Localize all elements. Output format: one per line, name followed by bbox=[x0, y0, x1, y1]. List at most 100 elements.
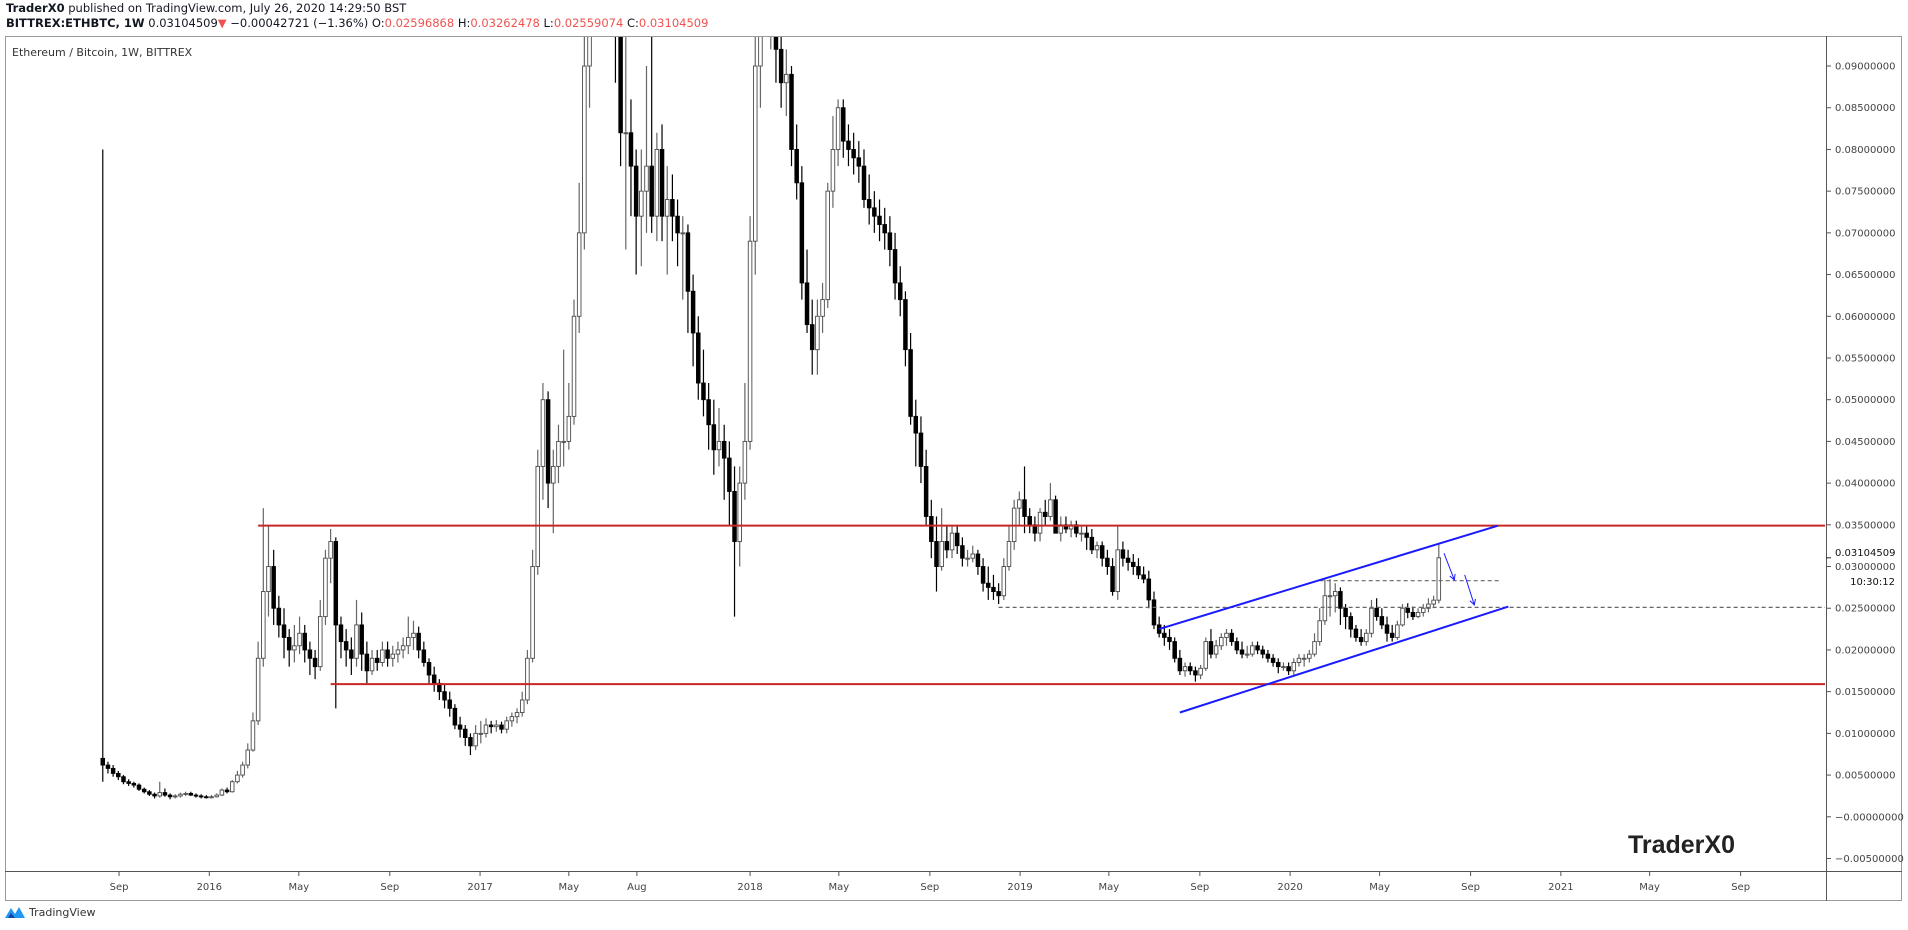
candle-body bbox=[804, 282, 810, 326]
candle-body bbox=[1219, 636, 1224, 647]
time-tick-label: 2018 bbox=[737, 882, 762, 893]
candle-body bbox=[116, 772, 121, 778]
candle-body bbox=[1410, 611, 1416, 618]
chart-frame bbox=[5, 36, 1902, 901]
candle bbox=[1084, 524, 1089, 550]
candle-body bbox=[110, 767, 116, 774]
candle-body bbox=[618, 37, 623, 134]
candle bbox=[954, 524, 960, 555]
candle bbox=[411, 620, 416, 650]
candle bbox=[136, 783, 142, 791]
candle bbox=[116, 770, 121, 781]
candle-body bbox=[343, 641, 349, 651]
candle-body bbox=[1167, 636, 1172, 643]
candle bbox=[245, 743, 251, 769]
candle-body bbox=[614, 0, 618, 24]
candle-body bbox=[1115, 549, 1120, 593]
candle-body bbox=[1037, 511, 1043, 534]
candle bbox=[701, 349, 706, 417]
candle bbox=[473, 725, 478, 751]
candles-layer bbox=[100, 0, 1442, 800]
candle-body bbox=[949, 532, 955, 551]
candle bbox=[913, 399, 919, 467]
candle bbox=[478, 720, 484, 744]
candle bbox=[395, 641, 401, 663]
time-tick-label: May bbox=[1099, 882, 1120, 893]
candle-body bbox=[266, 566, 271, 593]
candle bbox=[944, 524, 950, 559]
price-tick-label: 0.01000000 bbox=[1835, 729, 1895, 740]
candle bbox=[530, 549, 535, 663]
candle bbox=[1343, 604, 1348, 630]
candle bbox=[219, 788, 225, 796]
open-value: 0.02596868 bbox=[384, 16, 455, 30]
candle bbox=[1136, 558, 1141, 580]
time-axis[interactable]: Sep 2016 May Sep 2017 May Aug 2018 May Sep 2019 May… bbox=[110, 871, 1750, 893]
candle bbox=[784, 49, 789, 117]
candle bbox=[235, 770, 240, 784]
candle-body bbox=[1172, 641, 1177, 659]
candle bbox=[571, 299, 577, 425]
candle bbox=[276, 595, 282, 638]
high-label: H: bbox=[457, 16, 471, 30]
price-tick-label: 0.03000000 bbox=[1835, 562, 1895, 573]
candle bbox=[1400, 604, 1405, 627]
candle bbox=[152, 792, 157, 799]
candle bbox=[1089, 528, 1095, 555]
candle bbox=[147, 790, 152, 796]
arrow-icon[interactable] bbox=[1443, 553, 1456, 581]
candle-body bbox=[380, 649, 385, 663]
candle-body bbox=[488, 724, 494, 728]
price-tick-label: 0.06000000 bbox=[1835, 312, 1895, 323]
candle-body bbox=[623, 132, 629, 135]
candle-body bbox=[188, 792, 194, 796]
candle bbox=[198, 794, 204, 799]
candle-body bbox=[1281, 666, 1286, 669]
candle bbox=[680, 216, 686, 300]
candle bbox=[649, 37, 654, 233]
candle bbox=[887, 216, 893, 267]
candle-body bbox=[566, 415, 572, 442]
candle-body bbox=[499, 724, 504, 730]
candle bbox=[1250, 641, 1255, 657]
candle-body bbox=[1312, 641, 1317, 655]
arrow-icon[interactable] bbox=[1464, 574, 1476, 606]
candle bbox=[545, 391, 551, 509]
author-name[interactable]: TraderX0 bbox=[6, 1, 65, 15]
candle-body bbox=[390, 653, 396, 659]
price-axis[interactable]: 0.09000000 0.08500000 0.08000000 0.07500000… bbox=[1826, 62, 1904, 865]
candle bbox=[1384, 616, 1390, 642]
candle bbox=[1239, 641, 1245, 659]
trendline-channel-lower[interactable] bbox=[1179, 605, 1509, 714]
candle-body bbox=[219, 789, 225, 796]
last-price-badge bbox=[1827, 546, 1901, 559]
candle bbox=[1006, 524, 1012, 571]
candle-body bbox=[1177, 657, 1183, 672]
candle-body bbox=[1358, 636, 1364, 643]
candle bbox=[675, 199, 680, 267]
time-tick-label: 2017 bbox=[467, 882, 492, 893]
candle-body bbox=[851, 148, 856, 159]
candle bbox=[359, 612, 364, 671]
candle bbox=[126, 779, 131, 786]
candle-body bbox=[965, 557, 970, 560]
trendline-channel-upper[interactable] bbox=[1158, 524, 1499, 631]
price-tick-label: 0.08000000 bbox=[1835, 145, 1895, 156]
candle bbox=[141, 787, 147, 794]
candle-body bbox=[685, 232, 691, 292]
candle-body bbox=[1415, 611, 1421, 618]
candle-body bbox=[250, 720, 256, 751]
candle bbox=[965, 549, 970, 567]
candle bbox=[1208, 629, 1214, 659]
candle bbox=[229, 780, 235, 793]
candle-body bbox=[1301, 657, 1307, 660]
candle-body bbox=[1327, 595, 1333, 598]
symbol-label: BITTREX:ETHBTC, 1W bbox=[6, 16, 145, 30]
candle bbox=[452, 704, 458, 730]
tradingview-logo[interactable]: TradingView bbox=[4, 905, 95, 919]
candle bbox=[1048, 483, 1053, 521]
candle bbox=[1177, 649, 1183, 675]
candle-body bbox=[312, 657, 318, 668]
candle-body bbox=[400, 645, 406, 651]
